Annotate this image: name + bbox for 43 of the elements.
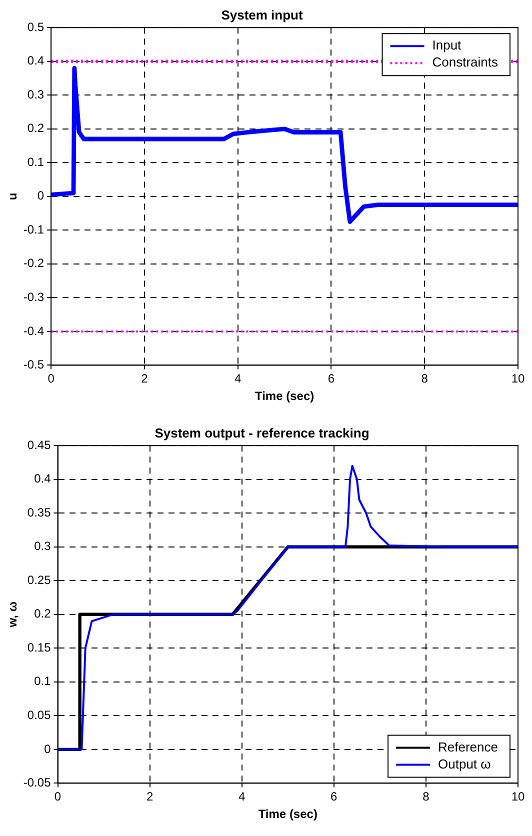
x-tick-label: 10 <box>511 372 525 386</box>
y-axis-title: w, ω <box>6 602 20 628</box>
chart-title: System output - reference tracking <box>154 425 370 440</box>
legend-label: Input <box>432 38 462 53</box>
x-tick-label: 4 <box>238 790 246 804</box>
x-tick-label: 0 <box>54 790 62 804</box>
chart-title: System input <box>221 7 304 22</box>
y-tick-label: 0.2 <box>27 121 44 136</box>
y-tick-label: 0.3 <box>27 87 44 102</box>
y-tick-label: 0 <box>44 742 52 756</box>
legend-label: Constraints <box>432 54 498 70</box>
legend-label: Reference <box>438 739 498 754</box>
y-tick-label: 0.1 <box>27 154 44 169</box>
x-tick-label: 4 <box>234 372 242 386</box>
y-tick-label: -0.1 <box>23 222 44 236</box>
x-axis-title: Time (sec) <box>254 389 314 404</box>
y-tick-label: 0.5 <box>27 20 44 34</box>
x-tick-label: 10 <box>511 790 525 804</box>
y-tick-label: -0.3 <box>23 290 44 304</box>
y-tick-label: 0.25 <box>27 572 52 587</box>
y-tick-label: 0.05 <box>27 708 52 722</box>
y-tick-label: 0.4 <box>34 472 52 486</box>
y-tick-label: 0 <box>37 188 44 203</box>
y-tick-label: 0.2 <box>34 606 52 621</box>
y-tick-label: -0.5 <box>23 358 44 372</box>
legend-label: Output ω <box>438 756 491 772</box>
y-tick-label: 0.35 <box>27 505 52 520</box>
y-axis-title: u <box>6 192 20 200</box>
x-tick-label: 6 <box>330 790 338 804</box>
x-axis-title: Time (sec) <box>258 807 318 822</box>
y-tick-label: 0.4 <box>27 54 44 68</box>
y-tick-label: -0.4 <box>23 324 44 338</box>
y-tick-label: -0.2 <box>23 256 44 270</box>
y-tick-label: 0.15 <box>27 640 52 654</box>
x-tick-label: 2 <box>141 372 148 386</box>
y-tick-label: 0.3 <box>34 539 52 554</box>
y-tick-label: 0.45 <box>27 438 52 452</box>
x-tick-label: 2 <box>146 790 154 804</box>
x-tick-label: 8 <box>421 372 428 386</box>
x-tick-label: 8 <box>422 790 430 804</box>
y-tick-label: -0.05 <box>23 776 52 790</box>
x-tick-label: 6 <box>328 372 335 386</box>
y-tick-label: 0.1 <box>34 674 52 688</box>
